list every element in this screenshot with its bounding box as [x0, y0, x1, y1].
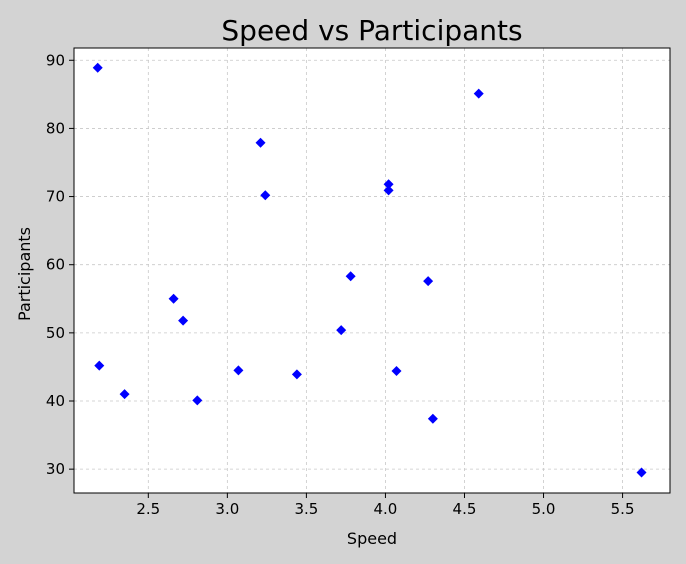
data-point — [336, 325, 347, 336]
x-tick-label: 3.0 — [215, 500, 239, 518]
data-point — [94, 360, 105, 371]
data-point — [427, 413, 438, 424]
x-tick-label: 4.5 — [453, 500, 477, 518]
grid — [74, 48, 670, 493]
y-tick-label: 40 — [46, 392, 65, 410]
data-points — [92, 62, 647, 478]
data-point — [178, 315, 189, 326]
data-point — [473, 88, 484, 99]
data-point — [391, 366, 402, 377]
data-point — [260, 190, 271, 201]
data-point — [92, 62, 103, 73]
axis-ticks: 2.5 3.0 3.5 4.0 4.5 5.0 5.5 30 40 50 60 70 80 90 — [46, 51, 635, 518]
data-point — [345, 271, 356, 282]
y-tick-label: 90 — [46, 51, 65, 69]
x-tick-label: 2.5 — [136, 500, 160, 518]
x-axis-label: Speed — [347, 529, 397, 548]
y-tick-label: 70 — [46, 188, 65, 206]
data-point — [255, 137, 266, 148]
data-point — [636, 467, 647, 478]
data-point — [383, 185, 394, 196]
data-point — [423, 276, 434, 287]
x-tick-label: 5.0 — [532, 500, 556, 518]
plot-frame — [73, 47, 671, 494]
data-point — [192, 395, 203, 406]
plot-area — [74, 48, 670, 493]
y-tick-label: 50 — [46, 324, 65, 342]
data-point — [383, 179, 394, 190]
data-point — [119, 389, 130, 400]
y-tick-label: 30 — [46, 460, 65, 478]
data-point — [233, 365, 244, 376]
x-tick-label: 4.0 — [374, 500, 398, 518]
chart-title: Speed vs Participants — [221, 14, 522, 47]
x-tick-label: 5.5 — [611, 500, 635, 518]
data-point — [291, 369, 302, 380]
y-axis-label: Participants — [15, 227, 34, 321]
y-tick-label: 80 — [46, 119, 65, 137]
y-tick-label: 60 — [46, 256, 65, 274]
data-point — [168, 293, 179, 304]
x-tick-label: 3.5 — [294, 500, 318, 518]
